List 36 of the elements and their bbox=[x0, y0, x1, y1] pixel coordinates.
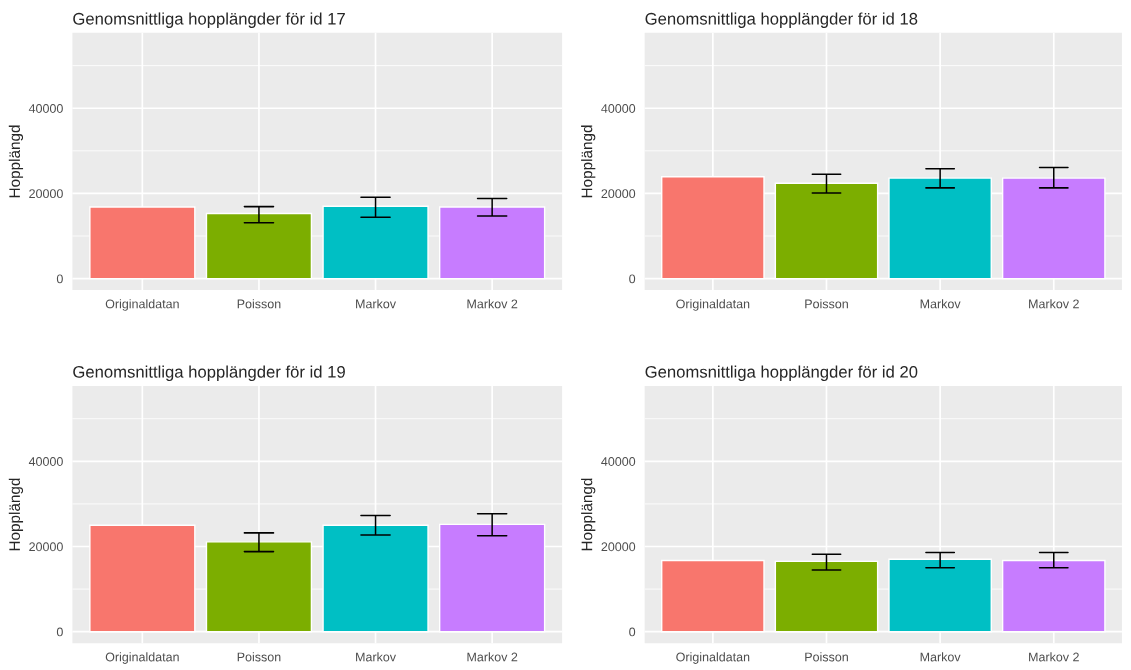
y-tick-label: 20000 bbox=[601, 189, 636, 199]
y-axis-title: Hopplängd bbox=[8, 478, 24, 551]
y-tick-label: 0 bbox=[629, 274, 636, 284]
x-tick-label: Markov bbox=[356, 299, 396, 309]
x-tick-label: Markov 2 bbox=[467, 299, 518, 309]
y-tick-label: 0 bbox=[629, 627, 636, 637]
chart-title: Genomsnittliga hopplängder för id 20 bbox=[645, 365, 918, 382]
y-axis-title: Hopplängd bbox=[8, 125, 24, 198]
x-tick-label: Markov bbox=[920, 652, 961, 662]
y-tick-label: 20000 bbox=[601, 542, 636, 552]
x-tick-label: Poisson bbox=[805, 652, 848, 662]
y-tick-label: 0 bbox=[56, 274, 63, 284]
x-tick-label: Originaldatan bbox=[676, 652, 750, 664]
x-tick-label: Poisson bbox=[237, 299, 281, 309]
y-tick-label: 40000 bbox=[601, 457, 636, 466]
x-tick-label: Markov 2 bbox=[1029, 652, 1079, 662]
x-tick-label: Poisson bbox=[237, 652, 281, 662]
x-tick-label: Originaldatan bbox=[676, 299, 750, 311]
x-tick-label: Originaldatan bbox=[105, 652, 179, 664]
y-tick-label: 20000 bbox=[29, 189, 63, 199]
x-tick-label: Markov 2 bbox=[467, 652, 518, 662]
y-axis-title: Hopplängd bbox=[581, 125, 596, 198]
chart-title: Genomsnittliga hopplängder för id 19 bbox=[73, 365, 345, 382]
y-tick-label: 0 bbox=[56, 627, 63, 637]
chart-title: Genomsnittliga hopplängder för id 18 bbox=[645, 12, 918, 28]
y-tick-label: 40000 bbox=[28, 457, 63, 466]
x-tick-label: Markov 2 bbox=[1029, 299, 1079, 309]
x-tick-label: Poisson bbox=[805, 299, 848, 309]
y-tick-label: 40000 bbox=[28, 104, 63, 113]
y-tick-label: 20000 bbox=[29, 542, 63, 552]
y-tick-label: 40000 bbox=[601, 104, 636, 113]
y-axis-title: Hopplängd bbox=[581, 478, 596, 551]
chart-title: Genomsnittliga hopplängder för id 17 bbox=[73, 12, 345, 28]
x-tick-label: Originaldatan bbox=[105, 299, 179, 311]
x-tick-label: Markov bbox=[356, 652, 396, 662]
x-tick-label: Markov bbox=[920, 299, 961, 309]
